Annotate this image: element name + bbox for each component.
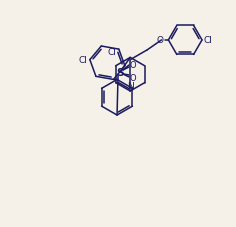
Text: Cl: Cl	[108, 47, 117, 56]
Text: Cl: Cl	[204, 36, 213, 45]
Text: N: N	[127, 82, 134, 91]
Text: S: S	[116, 68, 124, 78]
Text: O: O	[156, 36, 164, 45]
Text: Cl: Cl	[79, 56, 88, 65]
Text: O: O	[130, 74, 136, 83]
Text: O: O	[130, 60, 136, 69]
